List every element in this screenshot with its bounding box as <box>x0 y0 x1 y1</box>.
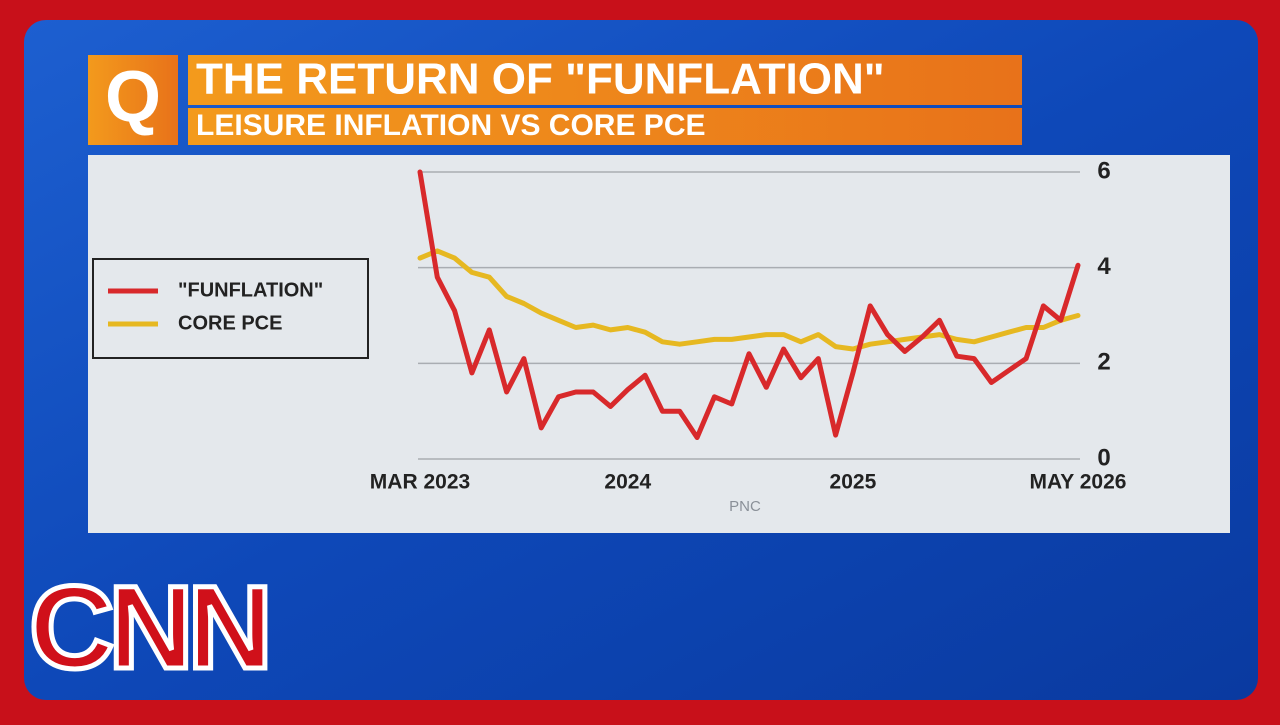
subtitle-bar <box>188 108 1022 145</box>
x-tick-label: MAY 2026 <box>1030 471 1127 494</box>
y-tick-label: 0 <box>1097 444 1110 471</box>
badge-box <box>88 55 178 145</box>
title: THE RETURN OF "FUNFLATION" <box>196 55 885 104</box>
line-series <box>417 169 1081 440</box>
plot: 0 2 4 6 MAR 2023 2024 2025 MAY 2026 "FUNFLATION"… <box>108 157 1127 494</box>
x-tick-label: 2025 <box>830 471 877 494</box>
title-bar <box>188 55 1022 105</box>
y-tick-label: 6 <box>1097 157 1110 184</box>
line-series <box>417 248 1081 352</box>
badge: Q <box>105 57 161 137</box>
legend-label: CORE PCE <box>178 312 282 334</box>
y-tick-label: 2 <box>1097 349 1110 376</box>
y-tick-label: 4 <box>1097 253 1111 280</box>
subtitle: LEISURE INFLATION VS CORE PCE <box>196 109 706 142</box>
x-tick-label: MAR 2023 <box>370 471 470 494</box>
x-tick-label: 2024 <box>604 471 651 494</box>
legend-label: "FUNFLATION" <box>178 279 323 301</box>
logo: CNN <box>29 562 267 694</box>
legend <box>92 258 369 359</box>
source: PNC <box>729 498 761 515</box>
